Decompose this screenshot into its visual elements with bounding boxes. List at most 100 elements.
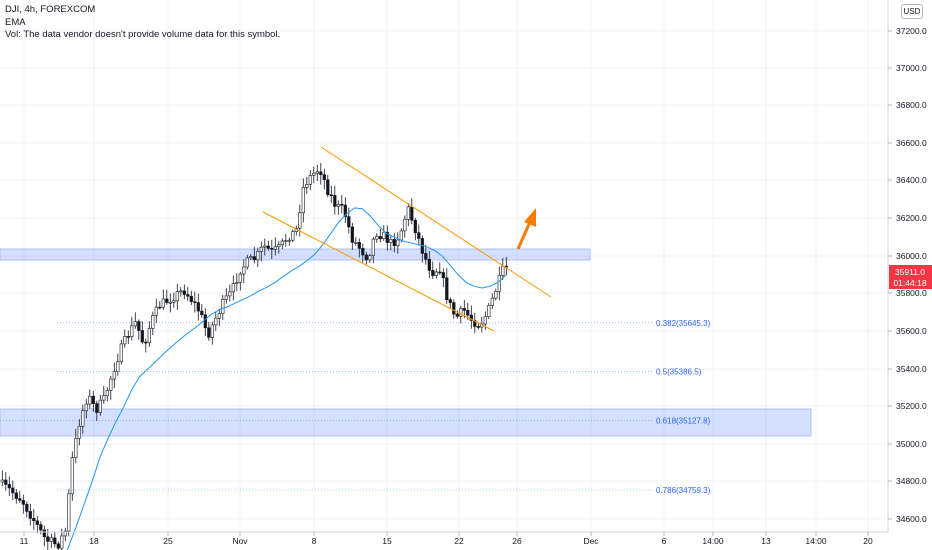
candle xyxy=(231,275,235,301)
price-tick-label: 34800.0 xyxy=(896,476,927,486)
candle xyxy=(91,391,95,412)
candle xyxy=(210,321,214,345)
candle xyxy=(133,312,137,329)
ema-line-layer xyxy=(66,207,507,550)
candle xyxy=(175,283,179,310)
candle xyxy=(364,252,368,265)
candle xyxy=(333,185,337,215)
current-price-value: 35911.0 xyxy=(895,267,925,277)
candle xyxy=(396,232,400,254)
candle xyxy=(245,254,249,270)
support-zone[interactable] xyxy=(0,408,812,437)
candle xyxy=(280,238,284,249)
candle xyxy=(168,293,172,313)
candle xyxy=(116,353,120,376)
symbol-title[interactable]: DJI, 4h, FOREXCOM xyxy=(5,4,96,15)
candle xyxy=(284,234,288,247)
candle xyxy=(382,225,386,241)
candle xyxy=(448,297,452,309)
candle xyxy=(413,217,417,241)
candle xyxy=(18,490,22,503)
candle xyxy=(42,525,46,547)
candle xyxy=(329,185,333,204)
candle xyxy=(263,238,267,256)
candle xyxy=(266,240,270,251)
candle xyxy=(287,237,291,246)
candle xyxy=(25,501,29,518)
arrow-up-icon[interactable] xyxy=(516,208,536,250)
price-tick-label: 36200.0 xyxy=(896,213,927,223)
candle xyxy=(252,247,256,264)
candle xyxy=(200,303,204,318)
candle xyxy=(144,338,148,353)
candle xyxy=(441,268,445,288)
bar-countdown: 01:44:18 xyxy=(893,278,926,288)
candle xyxy=(410,198,414,225)
candle xyxy=(74,429,78,464)
candle xyxy=(119,339,123,365)
candle xyxy=(270,239,274,260)
candle xyxy=(343,197,347,223)
time-tick-label: 22 xyxy=(454,536,464,546)
candle xyxy=(473,312,477,334)
time-tick-label: 11 xyxy=(20,536,29,546)
candle xyxy=(179,286,183,297)
candle xyxy=(224,288,228,304)
candle xyxy=(77,419,81,446)
candle xyxy=(326,174,330,198)
fibonacci-retracement[interactable]: 0.382(35645.3) 0.5(35386.5) 0.618(35127.8)… xyxy=(0,319,711,495)
candle xyxy=(221,294,225,320)
candle xyxy=(291,229,295,243)
candle xyxy=(35,516,39,534)
candle xyxy=(182,284,186,300)
price-tick-label: 35600.0 xyxy=(896,326,927,336)
time-tick-label: 18 xyxy=(89,536,99,546)
candle xyxy=(497,266,501,301)
resistance-zone[interactable] xyxy=(0,248,591,261)
candle xyxy=(378,228,382,243)
time-tick-label: 20 xyxy=(863,536,873,546)
candle xyxy=(249,253,253,260)
candle xyxy=(21,494,25,514)
time-tick-label: 6 xyxy=(662,536,667,546)
currency-button[interactable]: USD xyxy=(901,4,923,19)
time-tick-label: 15 xyxy=(382,536,392,546)
candle xyxy=(319,163,323,185)
candle xyxy=(417,224,421,246)
zone-layer xyxy=(0,248,812,437)
channel-lower-line[interactable] xyxy=(262,211,495,332)
candle xyxy=(315,164,319,182)
candle xyxy=(137,319,141,340)
candle xyxy=(406,203,410,227)
candle xyxy=(11,480,15,501)
volume-notice: Vol: The data vendor doesn't provide vol… xyxy=(5,29,281,40)
candle xyxy=(322,168,326,190)
candle xyxy=(357,238,361,258)
candle xyxy=(452,299,456,319)
candle xyxy=(56,541,60,550)
price-tick-label: 35400.0 xyxy=(896,364,927,374)
candle xyxy=(361,243,365,263)
candle xyxy=(151,311,155,335)
time-axis[interactable]: 11 18 25 Nov 8 15 22 26 Dec 6 14:00 13 14:00 20 xyxy=(20,532,873,546)
candle xyxy=(158,301,162,310)
candle xyxy=(312,166,316,184)
candle xyxy=(147,321,151,347)
candle xyxy=(53,532,57,548)
candle xyxy=(193,291,197,313)
candle xyxy=(130,316,134,341)
time-tick-label: 14:00 xyxy=(702,536,724,546)
candle xyxy=(235,273,239,292)
candle xyxy=(277,241,281,254)
descending-channel[interactable] xyxy=(262,146,552,332)
candle xyxy=(487,302,491,320)
candle xyxy=(112,362,116,389)
fib-level-label: 0.786(34759.3) xyxy=(656,486,711,495)
price-tick-label: 35000.0 xyxy=(896,439,927,449)
price-axis[interactable]: 37200.0 37000.0 36800.0 36600.0 36400.0 36200… xyxy=(888,26,927,524)
candle xyxy=(459,305,463,324)
ema-indicator-label[interactable]: EMA xyxy=(5,17,26,28)
candle xyxy=(7,476,11,497)
channel-upper-line[interactable] xyxy=(320,146,552,298)
